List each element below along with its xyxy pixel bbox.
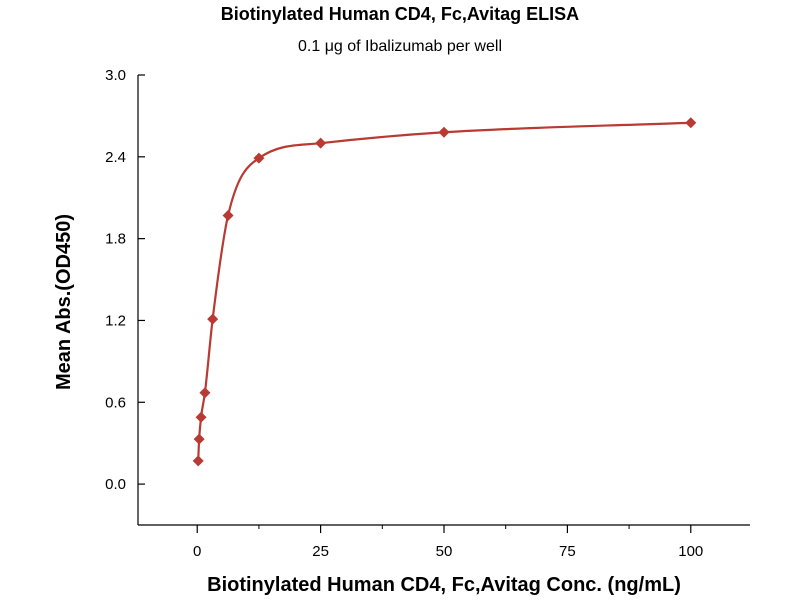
x-axis-label: Biotinylated Human CD4, Fc,Avitag Conc. … (207, 574, 681, 596)
data-point (315, 137, 327, 149)
x-tick-label: 25 (312, 543, 329, 560)
data-point (222, 209, 234, 221)
y-tick-label: 0.6 (105, 394, 126, 411)
data-points (192, 117, 697, 467)
x-tick-label: 50 (436, 543, 453, 560)
ticks: 0.0 0.6 1.2 1.8 2.4 3.0 0 25 50 75 100 (105, 67, 703, 560)
data-point (207, 313, 219, 325)
data-point (438, 126, 450, 138)
data-point (192, 455, 204, 467)
x-tick-label: 75 (559, 543, 576, 560)
data-point (195, 411, 207, 423)
chart-subtitle: 0.1 μg of Ibalizumab per well (298, 38, 502, 55)
y-tick-label: 0.0 (105, 476, 126, 493)
y-axis-label: Mean Abs.(OD450) (53, 214, 75, 390)
y-tick-label: 1.2 (105, 312, 126, 329)
fit-curve (197, 121, 691, 461)
data-point (253, 152, 265, 164)
axes (137, 75, 750, 526)
y-tick-label: 3.0 (105, 67, 126, 84)
y-tick-label: 1.8 (105, 231, 126, 248)
data-point (685, 117, 697, 129)
x-tick-label: 0 (193, 543, 201, 560)
chart-title: Biotinylated Human CD4, Fc,Avitag ELISA (220, 4, 580, 24)
data-point (199, 387, 211, 399)
data-point (193, 433, 205, 445)
x-tick-label: 100 (678, 543, 703, 560)
y-tick-label: 2.4 (105, 149, 126, 166)
fit-curve-layer (197, 121, 691, 461)
